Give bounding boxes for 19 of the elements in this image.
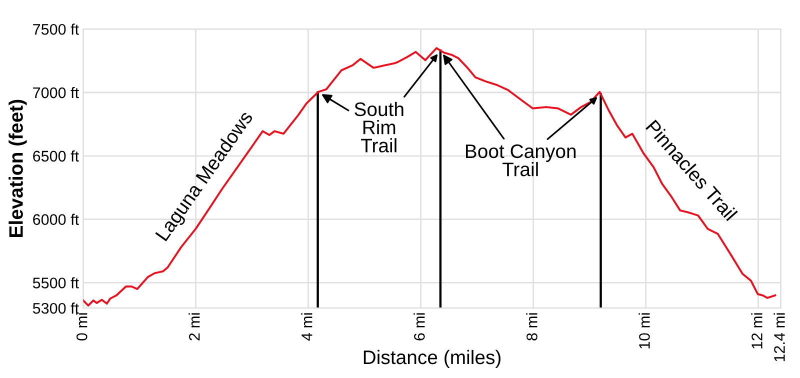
annotation: Boot Canyon Trail <box>466 144 576 176</box>
line-series <box>83 47 776 307</box>
y-tick-label: 7500 ft <box>33 24 79 35</box>
annotation: South Rim Trail <box>354 102 404 152</box>
y-tick-label: 7000 ft <box>33 86 79 98</box>
y-tick-label: 5300 ft <box>32 302 79 314</box>
x-tick-label: 6 mi <box>414 313 425 340</box>
x-tick-label: 0 mi <box>76 313 88 340</box>
x-axis-title: Distance (miles) <box>364 350 500 368</box>
x-tick-label: 4 mi <box>301 313 312 341</box>
x-tick-label: 2 mi <box>188 313 200 340</box>
y-tick-label: 6500 ft <box>33 150 79 162</box>
x-tick-label: 12.4 mi <box>774 313 785 362</box>
x-tick-label: 12 mi <box>751 313 762 348</box>
y-tick-label: 5500 ft <box>32 277 79 288</box>
y-axis-title: Elevation (feet) <box>8 100 27 237</box>
x-tick-label: 8 mi <box>526 313 538 340</box>
y-tick-label: 6000 ft <box>33 214 79 225</box>
x-tick-label: 10 mi <box>638 313 650 348</box>
